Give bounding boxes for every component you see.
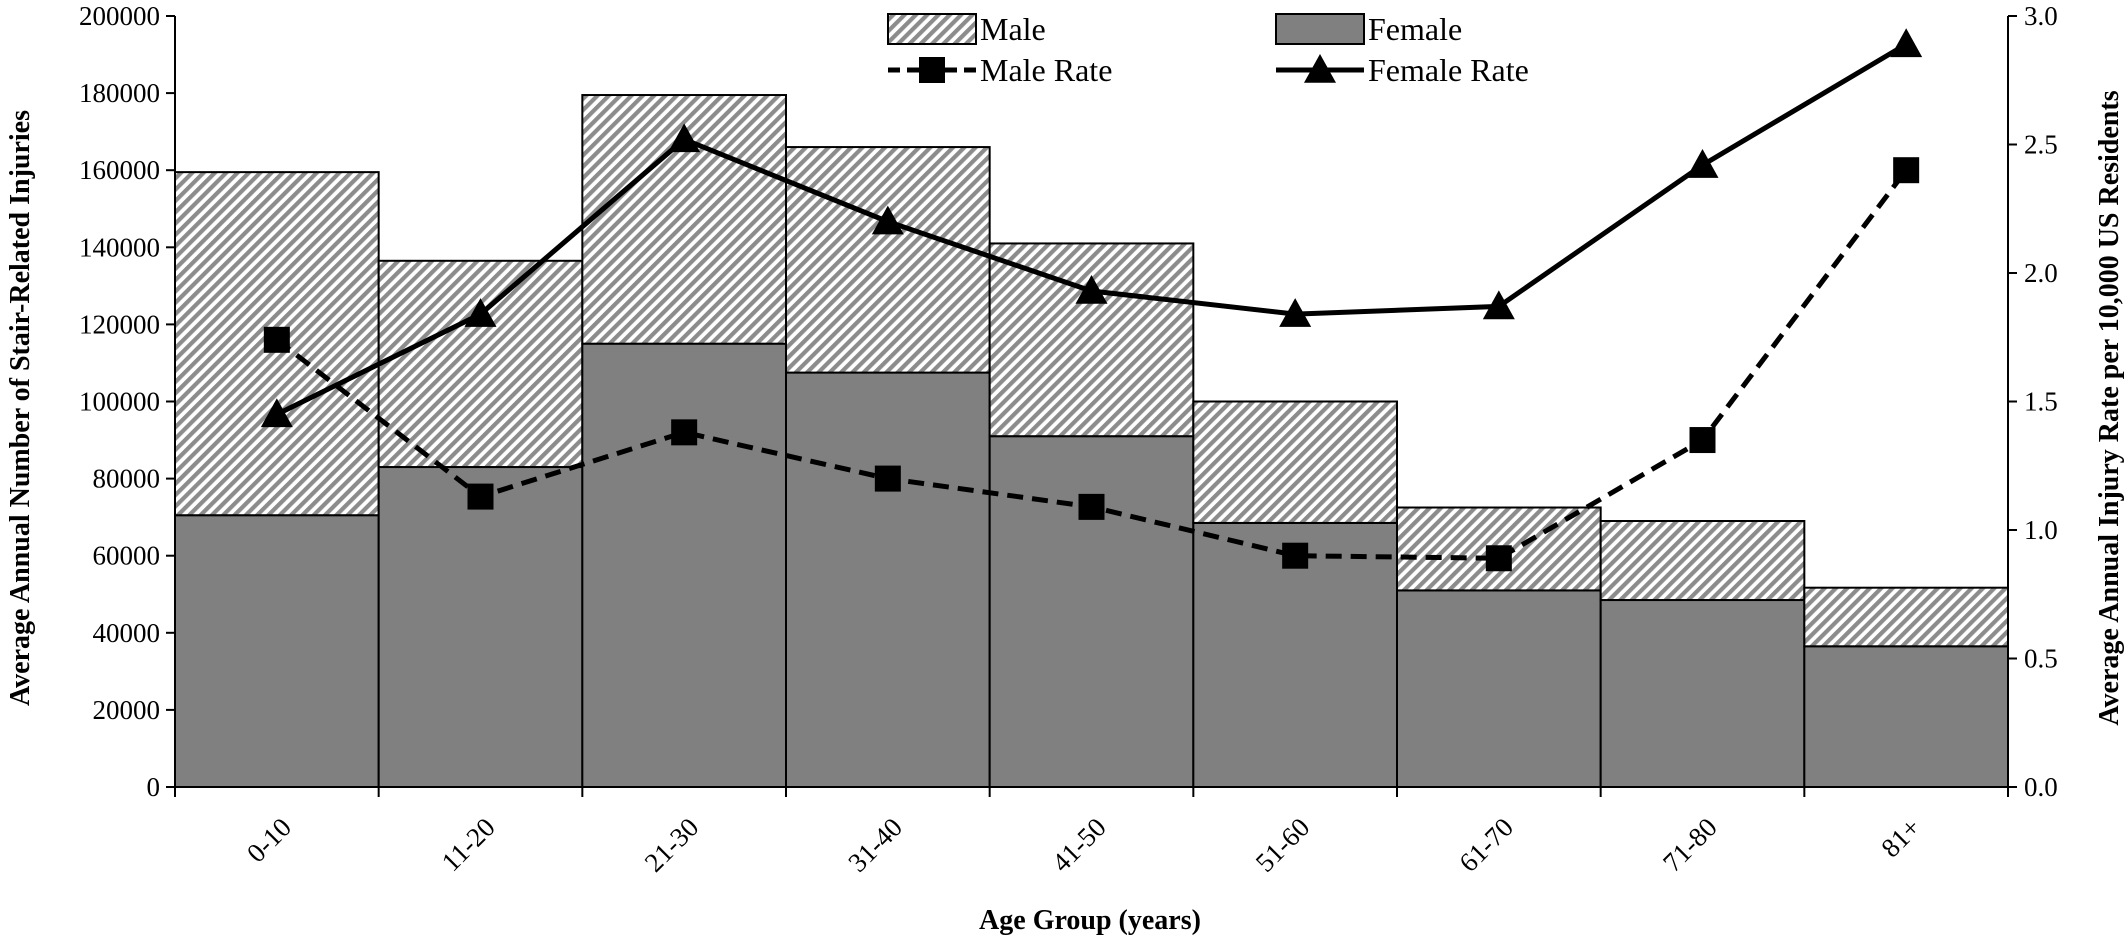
y2-tick-label: 2.5 [2024,130,2058,160]
x-tick-label: 31-40 [842,812,908,878]
bars-layer [174,94,2010,789]
x-axis-title: Age Group (years) [979,905,1201,936]
female-rate-point-71-80 [1686,149,1719,178]
legend-female-swatch [1275,13,1365,45]
x-tick-label: 81+ [1875,812,1926,863]
y2-tick-label: 0.0 [2024,772,2058,802]
female-rate-point-0-10 [260,398,293,428]
female-rate-point-61-70 [1482,290,1515,320]
legend-female-rate-marker [1304,54,1336,83]
legend-female-label: Female [1368,11,1462,47]
y2-tick-label: 1.0 [2024,515,2058,545]
x-tick-label: 21-30 [639,812,705,878]
y-axis-title: Average Annual Number of Stair-Related I… [5,110,36,706]
bar-male-71-80 [1599,520,1806,602]
x-tick-label: 51-60 [1250,812,1316,878]
x-tick-label: 41-50 [1046,812,1112,878]
female-rate-point-51-60 [1279,298,1312,327]
x-tick-label: 61-70 [1453,812,1519,878]
x-tick-label: 11-20 [436,812,501,877]
x-tick-label: 0-10 [241,812,297,868]
y2-tick-label: 3.0 [2024,1,2058,31]
y-tick-label: 200000 [79,1,160,31]
y2-tick-label: 1.5 [2024,387,2058,417]
male-rate-point-61-70 [1485,545,1512,572]
y-tick-label: 140000 [79,232,160,262]
legend-female-rate-label: Female Rate [1368,52,1529,88]
bar-male-81+ [1803,586,2010,648]
bar-female-11-20 [377,466,584,788]
bar-male-31-40 [785,146,991,374]
male-rate-point-0-10 [263,326,290,353]
legend-male-swatch [887,13,977,45]
lines-layer [260,28,1923,572]
x-tick-label: 71-80 [1657,812,1723,878]
bar-female-41-50 [988,435,1195,788]
male-rate-point-31-40 [874,465,901,492]
bar-male-41-50 [988,242,1195,438]
y-tick-label: 40000 [93,618,161,648]
female-rate-point-11-20 [464,298,497,327]
y-tick-label: 0 [147,772,161,802]
y-tick-label: 120000 [79,309,160,339]
male-rate-point-21-30 [671,419,698,446]
y2-tick-label: 2.0 [2024,258,2058,288]
legend-male-label: Male [980,11,1046,47]
male-rate-point-51-60 [1282,542,1309,569]
bar-male-11-20 [377,259,584,469]
male-rate-point-41-50 [1078,493,1105,520]
bar-female-61-70 [1396,589,1602,789]
male-rate-point-81+ [1893,157,1920,184]
bar-female-21-30 [581,342,787,788]
legend-male-rate-label: Male Rate [980,52,1112,88]
y-tick-label: 60000 [93,541,161,571]
male-rate-point-11-20 [467,483,494,510]
female-rate-point-21-30 [668,123,701,153]
bar-male-51-60 [1192,400,1399,524]
female-rate-point-31-40 [871,205,904,235]
bar-female-31-40 [785,371,991,788]
legend-male-rate-marker [919,57,945,83]
y-tick-label: 180000 [79,78,160,108]
y2-axis-title: Average Annual Injury Rate per 10,000 US… [2094,90,2125,725]
male-rate-point-71-80 [1689,427,1716,454]
female-rate-point-41-50 [1075,274,1108,304]
y-tick-label: 100000 [79,387,160,417]
y-tick-label: 160000 [79,155,160,185]
bar-female-0-10 [174,514,380,788]
legend: Male Female Male Rate Female Rate [887,11,1529,88]
female-rate-point-81+ [1890,28,1923,58]
y-tick-label: 80000 [93,464,161,494]
bar-female-81+ [1803,645,2010,788]
y-tick-label: 20000 [93,695,161,725]
y2-tick-label: 0.5 [2024,644,2058,674]
bar-female-71-80 [1599,599,1806,788]
